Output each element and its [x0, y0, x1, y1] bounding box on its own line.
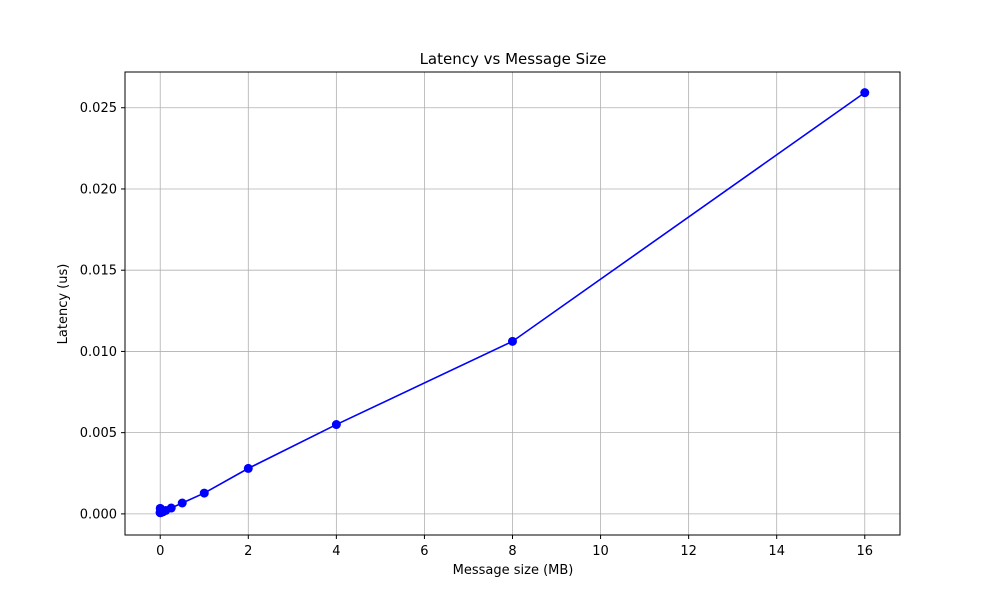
x-tick-label: 6 [420, 544, 428, 559]
data-point [243, 463, 253, 473]
chart-title: Latency vs Message Size [420, 50, 607, 68]
x-tick-label: 10 [592, 544, 609, 559]
grid [125, 72, 900, 535]
y-tick-label: 0.020 [80, 182, 117, 197]
x-tick-label: 8 [508, 544, 516, 559]
y-tick-label: 0.005 [80, 426, 117, 441]
x-tick-label: 2 [244, 544, 252, 559]
y-tick-label: 0.025 [80, 101, 117, 116]
x-tick-label: 16 [856, 544, 873, 559]
x-tick-label: 14 [768, 544, 785, 559]
y-tick-label: 0.015 [80, 264, 117, 279]
y-tick-label: 0.010 [80, 345, 117, 360]
x-tick-label: 0 [156, 544, 164, 559]
data-point [177, 498, 187, 508]
data-point [508, 336, 517, 346]
y-tick-label: 0.000 [80, 507, 117, 522]
data-point [331, 420, 341, 430]
x-tick-label: 12 [680, 544, 697, 559]
x-axis-title: Message size (MB) [453, 563, 574, 578]
data-point [166, 503, 176, 513]
series-layer [155, 88, 870, 518]
y-axis-ticks: 0.000 0.005 0.010 0.015 0.020 0.025 [80, 101, 125, 522]
data-point [199, 488, 209, 498]
data-point [860, 88, 870, 98]
x-axis-ticks: 0 2 4 6 8 10 12 14 16 [156, 535, 873, 559]
y-axis-title: Latency (us) [56, 264, 71, 345]
x-tick-label: 4 [332, 544, 340, 559]
